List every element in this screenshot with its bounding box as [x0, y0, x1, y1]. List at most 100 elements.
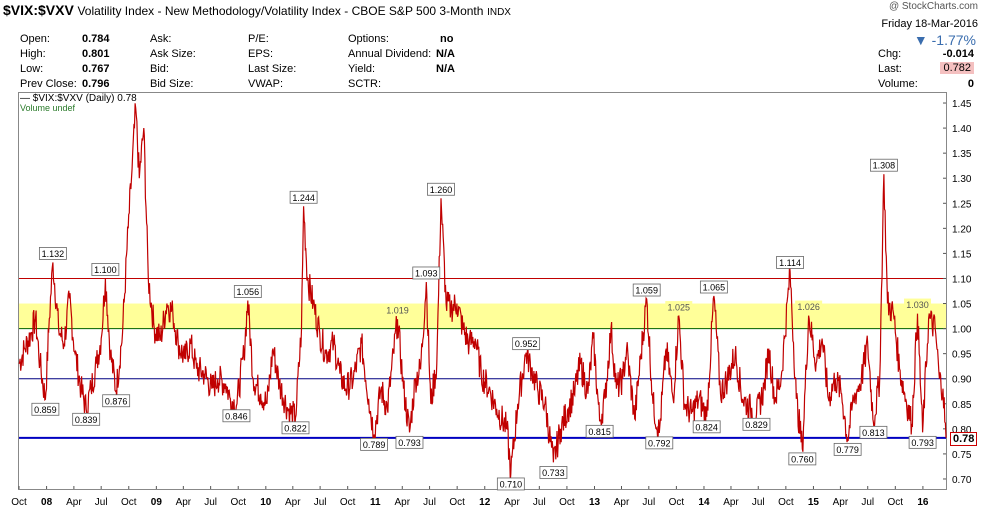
annotation-box — [222, 409, 251, 423]
volume-value: 0 — [967, 78, 974, 90]
y-tick-label: 1.15 — [952, 249, 972, 260]
annotation-box — [233, 285, 262, 298]
y-tick-label: 0.75 — [952, 450, 972, 461]
ask-size-label: Ask Size: — [150, 48, 196, 60]
annotation-label: 0.846 — [225, 411, 248, 421]
annotation-label: 1.260 — [430, 185, 453, 195]
prev-close-value: 0.796 — [82, 78, 110, 90]
ask-label: Ask: — [150, 33, 172, 45]
annotation-label: 1.132 — [42, 249, 65, 259]
annotation-label: 0.829 — [745, 420, 768, 430]
x-tick-label: Jul — [314, 497, 327, 508]
y-tick-label: 0.95 — [952, 350, 972, 361]
annotation-label: 0.793 — [911, 438, 934, 448]
annotation-box — [795, 300, 823, 313]
annotation-label: 1.065 — [703, 283, 726, 293]
annotation-label: 1.308 — [873, 161, 896, 171]
x-tick-label: Apr — [394, 497, 410, 508]
annotation-label: 0.952 — [515, 339, 538, 349]
chg-value: -0.014 — [942, 48, 974, 60]
y-tick-label: 1.00 — [952, 325, 972, 336]
price-annotation: 0.824 — [692, 420, 721, 434]
x-tick-label: Oct — [888, 497, 904, 508]
annotation-box — [496, 477, 525, 491]
last-value: 0.782 — [940, 62, 974, 74]
annotation-label: 0.813 — [862, 428, 885, 438]
x-tick-label: Apr — [285, 497, 301, 508]
annotation-label: 1.026 — [797, 302, 820, 312]
x-tick-label: Jul — [752, 497, 765, 508]
annotation-box — [360, 437, 388, 451]
price-annotation: 1.114 — [776, 256, 804, 269]
price-annotation: 0.789 — [360, 437, 388, 451]
x-tick-label: 15 — [808, 497, 820, 508]
sctr-label: SCTR: — [348, 78, 381, 90]
annotation-box — [281, 421, 310, 435]
annotation-label: 0.789 — [363, 440, 386, 450]
annual-dividend-value: N/A — [436, 48, 455, 60]
x-tick-label: 09 — [151, 497, 163, 508]
price-annotation: 0.779 — [833, 442, 862, 456]
annotation-label: 1.059 — [635, 286, 658, 296]
vwap-label: VWAP: — [248, 78, 284, 90]
x-tick-label: 10 — [260, 497, 272, 508]
price-annotation: 1.025 — [665, 301, 693, 314]
price-annotation: 1.056 — [233, 285, 262, 298]
y-tick-label: 1.25 — [952, 199, 972, 210]
annotation-label: 1.030 — [906, 300, 929, 310]
exchange-label: INDX — [487, 7, 511, 18]
x-tick-label: Apr — [176, 497, 192, 508]
price-annotation: 1.065 — [699, 280, 728, 294]
brand-label[interactable]: @ StockCharts.com — [888, 1, 978, 12]
x-tick-label: Jul — [533, 497, 546, 508]
y-tick-label: 1.05 — [952, 300, 972, 311]
annotation-label: 0.815 — [588, 427, 611, 437]
price-annotation: 0.710 — [496, 477, 525, 491]
x-tick-label: Oct — [230, 497, 246, 508]
chart-title: $VIX:$VXV Volatility Index - New Methodo… — [3, 2, 511, 18]
x-tick-label: Oct — [449, 497, 465, 508]
price-annotation: 1.093 — [412, 266, 441, 280]
annotation-box — [383, 304, 411, 317]
x-tick-label: Oct — [669, 497, 685, 508]
annotation-box — [742, 417, 771, 431]
last-label: Last: — [878, 63, 902, 75]
y-tick-label: 0.70 — [952, 475, 972, 486]
options-value: no — [440, 33, 454, 45]
y-tick-label: 1.40 — [952, 124, 972, 135]
yield-label: Yield: — [348, 63, 376, 75]
open-value: 0.784 — [82, 33, 110, 45]
annotation-box — [72, 412, 101, 426]
price-annotation: 0.792 — [645, 436, 674, 450]
x-tick-label: Oct — [121, 497, 137, 508]
annotation-label: 0.839 — [75, 415, 98, 425]
annotation-label: 0.792 — [648, 438, 671, 448]
annotation-box — [859, 425, 888, 439]
x-tick-label: Oct — [340, 497, 356, 508]
annotation-box — [289, 190, 318, 204]
annotation-label: 0.859 — [34, 405, 57, 415]
annotation-label: 0.824 — [695, 422, 718, 432]
x-tick-label: Apr — [66, 497, 82, 508]
price-annotation: 0.793 — [395, 435, 424, 449]
chg-label: Chg: — [878, 48, 902, 60]
annotation-box — [699, 280, 728, 294]
price-annotation: 0.822 — [281, 421, 310, 435]
price-annotation: 1.059 — [632, 283, 661, 297]
annotation-label: 0.822 — [284, 423, 307, 433]
price-annotation: 0.793 — [908, 435, 937, 449]
annotation-label: 1.100 — [94, 265, 117, 275]
annotation-box — [38, 247, 67, 260]
annotation-box — [665, 301, 693, 314]
low-label: Low: — [20, 63, 44, 75]
annotation-box — [539, 466, 568, 479]
x-tick-label: Jul — [642, 497, 655, 508]
y-tick-label: 0.90 — [952, 375, 972, 386]
yield-value: N/A — [436, 63, 455, 75]
price-annotation: 1.308 — [870, 158, 898, 172]
price-annotation: 0.859 — [31, 402, 60, 416]
annotation-label: 1.244 — [292, 193, 315, 203]
price-annotation: 1.100 — [91, 263, 120, 276]
options-label: Options: — [348, 33, 389, 45]
